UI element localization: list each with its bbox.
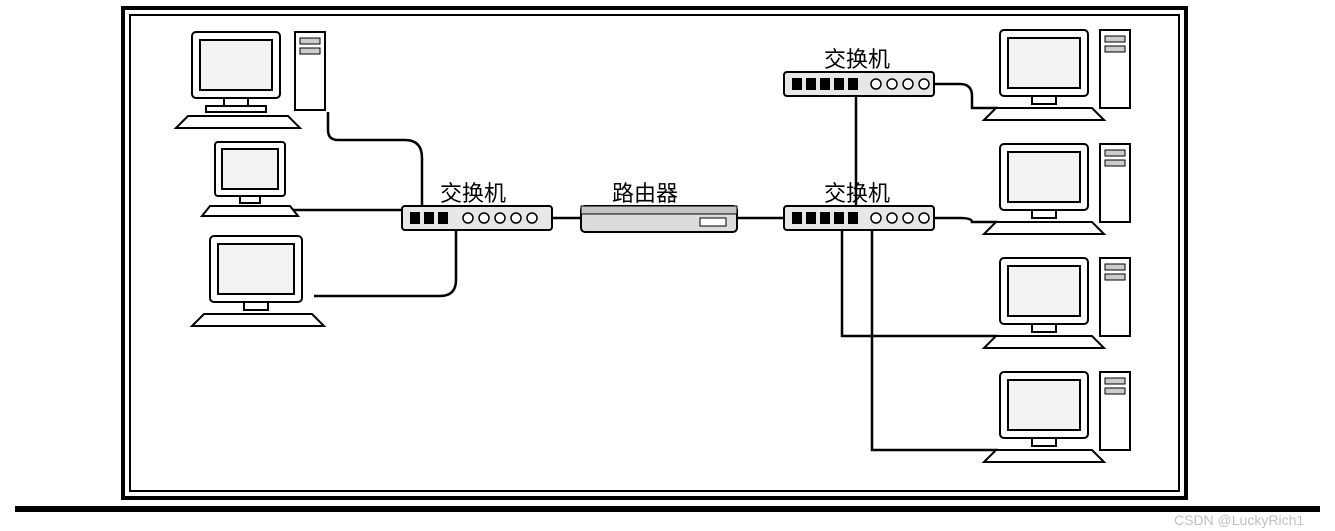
switch-top-icon xyxy=(784,72,934,96)
cable-switch-right-pc2 xyxy=(934,218,998,222)
switch-right-icon xyxy=(784,206,934,230)
switch-left-icon xyxy=(402,206,552,230)
label-switch-right: 交换机 xyxy=(824,176,890,208)
cables xyxy=(290,84,998,450)
pc-left-2-icon xyxy=(202,142,298,216)
network-diagram xyxy=(0,0,1335,531)
cable-pc-left-1 xyxy=(328,112,422,206)
diagram-stage: 交换机 路由器 交换机 交换机 CSDN @LuckyRich1 xyxy=(0,0,1335,531)
cable-top-pc-right-1 xyxy=(934,84,998,108)
pc-right-4-icon xyxy=(984,372,1130,462)
pc-left-3-icon xyxy=(192,236,324,326)
router-icon xyxy=(581,206,737,232)
cable-switch-right-pc4 xyxy=(872,230,998,450)
pc-right-2-icon xyxy=(984,144,1130,234)
pc-right-1-icon xyxy=(984,30,1130,120)
label-router: 路由器 xyxy=(612,176,678,208)
pc-right-3-icon xyxy=(984,258,1130,348)
cable-pc-left-3 xyxy=(314,230,456,296)
label-switch-left: 交换机 xyxy=(440,176,506,208)
cable-switch-right-pc3 xyxy=(842,230,998,336)
label-switch-top: 交换机 xyxy=(824,42,890,74)
watermark-text: CSDN @LuckyRich1 xyxy=(1174,512,1304,528)
pc-left-1-icon xyxy=(176,32,325,128)
